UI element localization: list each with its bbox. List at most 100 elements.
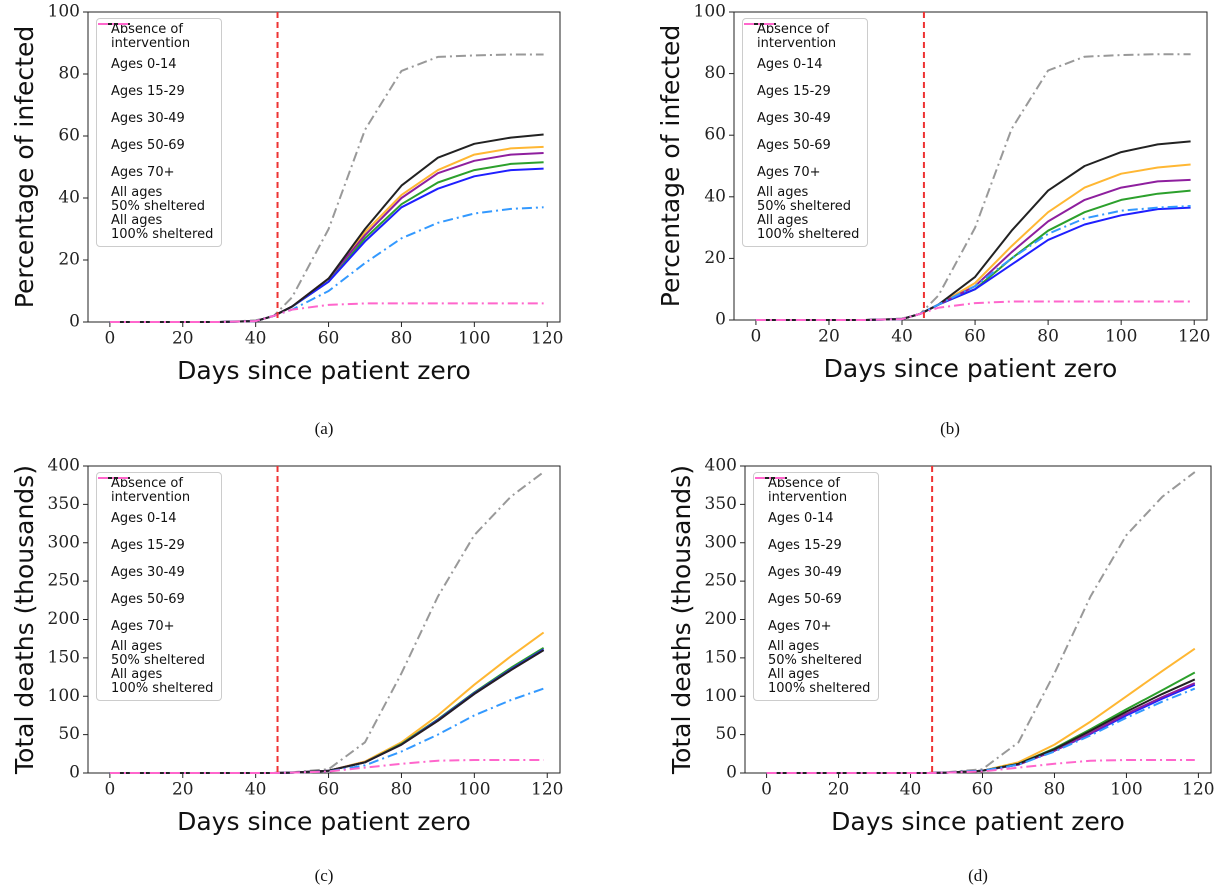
caption: (a) (315, 419, 334, 438)
x-axis-label: Days since patient zero (177, 356, 471, 385)
legend-item: Ages 15-29 (755, 477, 870, 559)
legend-item: All ages 50% sheltered (98, 477, 213, 668)
plot-frame (733, 11, 1208, 321)
series-line (766, 687, 1196, 774)
legend-label: Absence of intervention (768, 476, 848, 505)
x-tick-label: 120 (1178, 327, 1210, 347)
plot-frame (87, 11, 561, 323)
legend-item: Ages 70+ (744, 23, 859, 186)
series-line (766, 678, 1196, 774)
y-tick-label: 200 (705, 609, 737, 629)
legend-label: Ages 70+ (111, 618, 175, 634)
x-tick-label: 40 (245, 780, 267, 800)
legend-item: Ages 50-69 (744, 23, 859, 159)
y-tick-label: 80 (58, 64, 80, 84)
y-tick-label: 0 (715, 310, 726, 330)
legend-label: Absence of intervention (111, 476, 191, 505)
legend: Absence of intervention Ages 0-14 Ages 15-… (742, 18, 869, 247)
y-tick-label: 150 (48, 647, 80, 667)
y-axis-label: Total deaths (thousands) (10, 465, 39, 775)
x-tick-label: 0 (104, 780, 115, 800)
y-tick-label: 40 (704, 186, 726, 206)
y-tick-label: 100 (48, 686, 80, 706)
y-axis-label: Percentage of infected (10, 26, 39, 308)
legend-item: Ages 0-14 (744, 23, 859, 78)
y-tick-label: 50 (58, 724, 80, 744)
x-tick-label: 80 (1044, 780, 1066, 800)
caption: (b) (940, 419, 960, 438)
legend-item: Ages 70+ (755, 477, 870, 640)
legend-label: Ages 70+ (757, 164, 821, 180)
y-tick-label: 0 (726, 763, 737, 783)
x-tick-label: 80 (391, 329, 413, 349)
x-tick-label: 100 (458, 329, 490, 349)
legend-label: Ages 30-49 (768, 564, 842, 580)
x-tick-label: 40 (245, 329, 267, 349)
y-tick-label: 0 (69, 312, 80, 332)
x-tick-label: 0 (104, 329, 115, 349)
legend-label: All ages 100% sheltered (768, 667, 871, 696)
legend-item: All ages 50% sheltered (744, 23, 859, 214)
y-tick-label: 40 (58, 188, 80, 208)
x-tick-label: 40 (891, 327, 913, 347)
series-line (755, 300, 1191, 321)
legend-swatch (744, 23, 776, 25)
x-tick-label: 40 (900, 780, 922, 800)
legend-label: Ages 50-69 (757, 137, 831, 153)
legend-item: Absence of intervention (98, 22, 213, 51)
y-tick-label: 20 (704, 248, 726, 268)
legend-item: All ages 100% sheltered (98, 477, 214, 696)
legend-label: All ages 50% sheltered (111, 185, 206, 214)
series-line (109, 53, 544, 323)
legend-label: Ages 50-69 (111, 591, 185, 607)
legend-label: Ages 70+ (111, 164, 175, 180)
caption: (d) (968, 866, 988, 885)
x-tick-label: 120 (531, 329, 563, 349)
legend-label: Ages 50-69 (111, 137, 185, 153)
legend-label: Ages 30-49 (111, 110, 185, 126)
legend-item: Ages 70+ (98, 477, 213, 640)
x-tick-label: 0 (761, 780, 772, 800)
x-tick-label: 0 (751, 327, 762, 347)
legend-item: Absence of intervention (744, 22, 859, 51)
legend-label: All ages 100% sheltered (757, 213, 860, 242)
y-tick-label: 250 (48, 571, 80, 591)
series-line (109, 133, 544, 323)
legend: Absence of intervention Ages 0-14 Ages 15-… (753, 472, 880, 701)
x-tick-label: 20 (172, 329, 194, 349)
y-tick-label: 250 (705, 571, 737, 591)
legend-item: Absence of intervention (98, 476, 213, 505)
y-tick-label: 60 (58, 126, 80, 146)
series-line (755, 205, 1191, 321)
x-tick-label: 60 (964, 327, 986, 347)
legend-label: All ages 100% sheltered (111, 667, 214, 696)
legend-label: Absence of intervention (757, 22, 837, 51)
y-tick-label: 0 (69, 763, 80, 783)
legend-item: All ages 50% sheltered (98, 23, 213, 214)
y-tick-label: 350 (48, 494, 80, 514)
legend-item: All ages 100% sheltered (755, 477, 871, 696)
y-tick-label: 400 (705, 456, 737, 476)
y-tick-label: 100 (694, 2, 726, 22)
legend-label: Ages 70+ (768, 618, 832, 634)
legend-item: All ages 100% sheltered (744, 23, 860, 242)
series-line (766, 471, 1196, 774)
x-tick-label: 100 (1110, 780, 1142, 800)
legend: Absence of intervention Ages 0-14 Ages 15-… (96, 472, 223, 701)
x-axis-label: Days since patient zero (831, 807, 1125, 836)
y-tick-label: 80 (704, 63, 726, 83)
legend-item: All ages 100% sheltered (98, 23, 213, 242)
x-tick-label: 60 (972, 780, 994, 800)
legend-swatch (98, 23, 130, 25)
legend-item: Ages 30-49 (744, 23, 859, 132)
legend-label: All ages 50% sheltered (111, 639, 206, 668)
legend-label: Ages 0-14 (111, 510, 177, 526)
legend-item: Ages 0-14 (98, 477, 213, 532)
legend-item: Ages 15-29 (744, 23, 859, 105)
legend-label: Absence of intervention (111, 22, 191, 51)
legend-item: All ages 50% sheltered (755, 477, 870, 668)
y-axis-label: Percentage of infected (656, 25, 685, 307)
legend-item: Ages 70+ (98, 23, 213, 186)
